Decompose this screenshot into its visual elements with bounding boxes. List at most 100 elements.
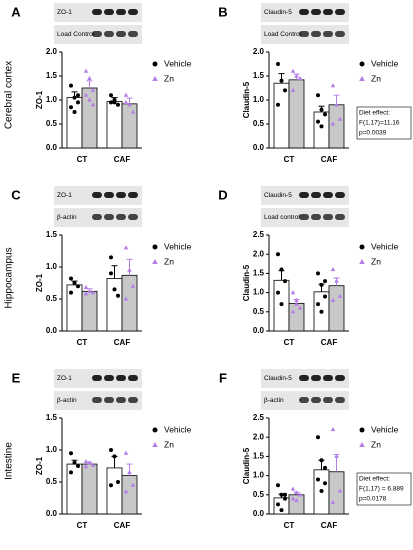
panel-letter: E bbox=[12, 370, 21, 385]
blot-band bbox=[299, 214, 309, 220]
blot-band bbox=[311, 31, 321, 37]
data-point bbox=[109, 255, 113, 260]
blot-band bbox=[323, 192, 333, 198]
blot-band bbox=[299, 9, 309, 15]
x-tick-label: CAF bbox=[114, 521, 131, 530]
blot-band bbox=[335, 9, 345, 15]
blot-band bbox=[104, 214, 114, 220]
y-tick-label: 0.0 bbox=[253, 509, 265, 518]
legend-label: Vehicle bbox=[164, 424, 192, 434]
x-tick-label: CT bbox=[77, 338, 88, 347]
blot-label: Claudin-5 bbox=[264, 192, 292, 199]
blot-band bbox=[116, 214, 126, 220]
y-tick-label: 2.0 bbox=[253, 47, 265, 56]
legend-label: Zn bbox=[371, 73, 381, 83]
data-point bbox=[334, 453, 339, 458]
y-tick-label: 2.5 bbox=[253, 413, 265, 422]
data-point bbox=[112, 454, 117, 459]
data-point bbox=[76, 93, 80, 98]
data-point bbox=[283, 492, 287, 497]
y-axis-label: ZO-1 bbox=[35, 90, 44, 109]
data-point bbox=[319, 458, 324, 463]
bar bbox=[66, 97, 83, 149]
blot-band bbox=[128, 31, 138, 37]
row-label: Intestine bbox=[4, 442, 15, 480]
data-point bbox=[330, 427, 336, 432]
y-tick-label: 1.0 bbox=[46, 262, 58, 271]
data-point bbox=[90, 290, 96, 295]
blot-band bbox=[104, 31, 114, 37]
data-point bbox=[90, 462, 96, 467]
data-point bbox=[319, 107, 324, 112]
data-point bbox=[283, 279, 287, 284]
y-axis-label: Claudin-5 bbox=[242, 447, 251, 484]
data-point bbox=[297, 75, 303, 80]
data-point bbox=[130, 482, 136, 487]
data-point bbox=[330, 499, 336, 505]
data-point bbox=[276, 252, 280, 257]
bar bbox=[288, 302, 305, 332]
y-tick-label: 0.5 bbox=[253, 119, 265, 128]
bar bbox=[288, 494, 305, 515]
data-point bbox=[109, 100, 113, 105]
legend-marker bbox=[152, 427, 158, 433]
y-tick-label: 1.0 bbox=[253, 95, 265, 104]
data-point bbox=[276, 62, 280, 66]
data-point bbox=[87, 460, 92, 465]
data-point bbox=[316, 93, 320, 98]
blot-label: Load Control bbox=[264, 31, 302, 38]
legend-label: Zn bbox=[371, 256, 381, 266]
data-point bbox=[87, 75, 92, 80]
blot-label: β-actin bbox=[264, 397, 284, 404]
data-point bbox=[72, 281, 77, 285]
blot-band bbox=[92, 192, 102, 198]
data-point bbox=[69, 451, 73, 456]
data-point bbox=[123, 296, 129, 301]
data-point bbox=[334, 102, 339, 107]
blot-band bbox=[311, 375, 321, 381]
bar bbox=[313, 111, 330, 149]
y-tick-label: 0.0 bbox=[253, 143, 265, 152]
data-point bbox=[123, 99, 129, 104]
legend-marker bbox=[152, 442, 158, 447]
data-point bbox=[337, 116, 343, 121]
y-tick-label: 0.0 bbox=[253, 326, 265, 335]
blot-band bbox=[92, 9, 102, 15]
data-point bbox=[127, 267, 132, 272]
annotation-box bbox=[356, 472, 412, 506]
bar bbox=[328, 471, 345, 515]
annotation: Diet effect: bbox=[359, 110, 390, 117]
y-axis-label: ZO-1 bbox=[35, 273, 44, 292]
blot-label: Load control bbox=[264, 214, 300, 221]
blot-label: β-actin bbox=[57, 397, 77, 404]
y-tick-label: 1.5 bbox=[253, 71, 265, 80]
data-point bbox=[90, 102, 96, 107]
blot-band bbox=[299, 192, 309, 198]
y-tick-label: 1.0 bbox=[46, 95, 58, 104]
blot-band bbox=[335, 375, 345, 381]
y-axis-label: Claudin-5 bbox=[242, 264, 251, 301]
legend-marker bbox=[152, 259, 158, 264]
data-point bbox=[109, 483, 113, 488]
y-tick-label: 0.5 bbox=[46, 294, 58, 303]
data-point bbox=[109, 271, 113, 276]
blot-band bbox=[92, 375, 102, 381]
data-point bbox=[76, 284, 80, 289]
blot-band bbox=[128, 397, 138, 403]
x-tick-label: CT bbox=[77, 155, 88, 164]
data-point bbox=[116, 293, 120, 298]
data-point bbox=[76, 100, 80, 105]
bar bbox=[121, 475, 138, 515]
y-tick-label: 2.5 bbox=[253, 230, 265, 239]
row-label: Cerebral cortex bbox=[4, 61, 15, 129]
data-point bbox=[72, 460, 77, 465]
legend-label: Zn bbox=[164, 439, 174, 449]
bar bbox=[81, 463, 98, 515]
data-point bbox=[283, 496, 287, 501]
legend-marker bbox=[359, 442, 365, 447]
data-point bbox=[276, 502, 280, 507]
annotation: p=0.0039 bbox=[359, 130, 387, 137]
data-point bbox=[290, 290, 296, 295]
data-point bbox=[290, 309, 296, 314]
blot-band bbox=[299, 31, 309, 37]
